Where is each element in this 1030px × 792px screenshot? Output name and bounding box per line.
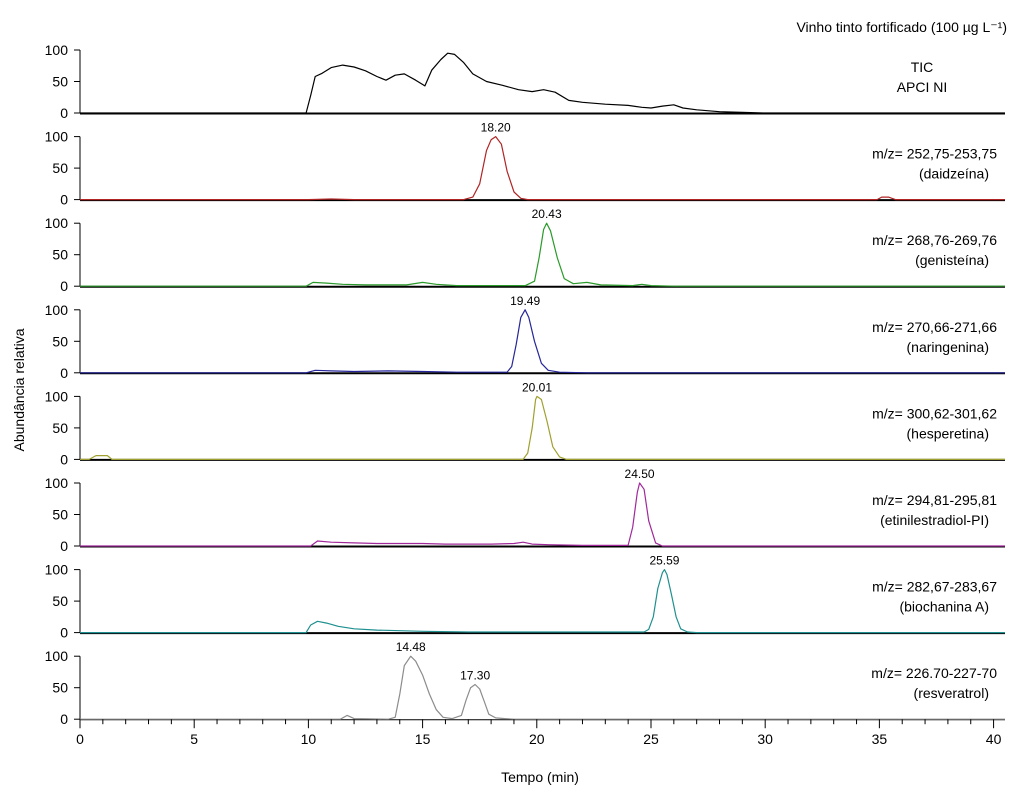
- y-tick-label: 0: [60, 192, 68, 208]
- x-tick-label: 30: [757, 731, 773, 747]
- trace-tic: [80, 52, 1005, 114]
- x-axis: 0 5 10 15 20 25 30 35 40: [76, 719, 1002, 747]
- peak-label: 20.01: [522, 380, 552, 394]
- panel-resveratrol: 0 50 100 14.48 17.30 m/z= 226.70-227-70 (resve…: [45, 640, 1005, 727]
- x-tick-label: 10: [301, 731, 317, 747]
- y-tick-label: 50: [52, 247, 68, 263]
- trace-daidze-na: [80, 136, 1005, 201]
- peak-label: 25.59: [649, 554, 679, 568]
- y-tick-label: 50: [52, 160, 68, 176]
- x-tick-label: 25: [643, 731, 659, 747]
- trace-resveratrol: [80, 655, 1005, 720]
- compound-label: (hesperetina): [907, 425, 990, 441]
- y-tick-label: 50: [52, 74, 68, 90]
- y-axis-title: Abundância relativa: [11, 328, 27, 451]
- x-tick-label: 5: [190, 731, 198, 747]
- y-tick-label: 0: [60, 711, 68, 727]
- series-label: m/z= 252,75-253,75: [872, 146, 997, 162]
- trace-geniste-na: [80, 222, 1005, 287]
- series-label: m/z= 270,66-271,66: [872, 319, 997, 335]
- series-label: m/z= 294,81-295,81: [872, 492, 997, 508]
- panel-geniste-na: 0 50 100 20.43 m/z= 268,76-269,76 (genisteína…: [45, 207, 1005, 294]
- panel-etinilestradiol-pi: 0 50 100 24.50 m/z= 294,81-295,81 (etinilestr…: [45, 467, 1005, 554]
- peak-label: 24.50: [625, 467, 655, 481]
- y-tick-label: 0: [60, 538, 68, 554]
- peak-label: 20.43: [532, 207, 562, 221]
- y-tick-label: 0: [60, 451, 68, 467]
- compound-label: (resveratrol): [914, 685, 989, 701]
- series-label: m/z= 226.70-227-70: [871, 665, 997, 681]
- series-label: TIC: [911, 59, 934, 75]
- y-tick-label: 50: [52, 507, 68, 523]
- y-tick-label: 100: [45, 475, 69, 491]
- peak-label: 18.20: [481, 121, 511, 135]
- y-tick-label: 50: [52, 593, 68, 609]
- peak-label: 17.30: [460, 669, 490, 683]
- x-tick-label: 20: [529, 731, 545, 747]
- peak-label: 19.49: [510, 294, 540, 308]
- x-tick-label: 15: [415, 731, 431, 747]
- compound-label: (daidzeína): [919, 166, 989, 182]
- trace-etinilestradiol-pi: [80, 482, 1005, 547]
- compound-label: (etinilestradiol-PI): [880, 512, 989, 528]
- series-label: APCI NI: [897, 79, 948, 95]
- y-tick-label: 100: [45, 129, 69, 145]
- y-tick-label: 100: [45, 562, 69, 578]
- figure-title: Vinho tinto fortificado (100 µg L⁻¹): [796, 19, 1007, 35]
- y-tick-label: 100: [45, 42, 69, 58]
- y-tick-label: 0: [60, 278, 68, 294]
- x-tick-label: 0: [76, 731, 84, 747]
- compound-label: (naringenina): [907, 339, 990, 355]
- y-tick-label: 50: [52, 680, 68, 696]
- peak-label: 14.48: [396, 640, 426, 654]
- panel-naringenina: 0 50 100 19.49 m/z= 270,66-271,66 (naringenin…: [45, 294, 1005, 381]
- panel-biochanina-a: 0 50 100 25.59 m/z= 282,67-283,67 (biochanina…: [45, 554, 1005, 641]
- x-tick-label: 40: [986, 731, 1002, 747]
- y-tick-label: 0: [60, 365, 68, 381]
- y-tick-label: 0: [60, 625, 68, 641]
- x-axis-title: Tempo (min): [501, 769, 579, 785]
- trace-hesperetina: [80, 395, 1005, 460]
- panel-hesperetina: 0 50 100 20.01 m/z= 300,62-301,62 (hesperetin…: [45, 380, 1005, 467]
- trace-biochanina-a: [80, 569, 1005, 634]
- y-tick-label: 100: [45, 388, 69, 404]
- y-tick-label: 0: [60, 105, 68, 121]
- y-tick-label: 50: [52, 333, 68, 349]
- series-label: m/z= 300,62-301,62: [872, 405, 997, 421]
- compound-label: (genisteína): [915, 252, 989, 268]
- y-tick-label: 100: [45, 302, 69, 318]
- y-tick-label: 50: [52, 420, 68, 436]
- y-tick-label: 100: [45, 648, 69, 664]
- series-label: m/z= 282,67-283,67: [872, 579, 997, 595]
- x-tick-label: 35: [872, 731, 888, 747]
- trace-naringenina: [80, 309, 1005, 374]
- y-tick-label: 100: [45, 215, 69, 231]
- compound-label: (biochanina A): [899, 599, 989, 615]
- panel-tic: 0 50 100 TIC APCI NI: [45, 42, 1005, 121]
- panel-daidze-na: 0 50 100 18.20 m/z= 252,75-253,75 (daidzeína): [45, 121, 1005, 208]
- series-label: m/z= 268,76-269,76: [872, 232, 997, 248]
